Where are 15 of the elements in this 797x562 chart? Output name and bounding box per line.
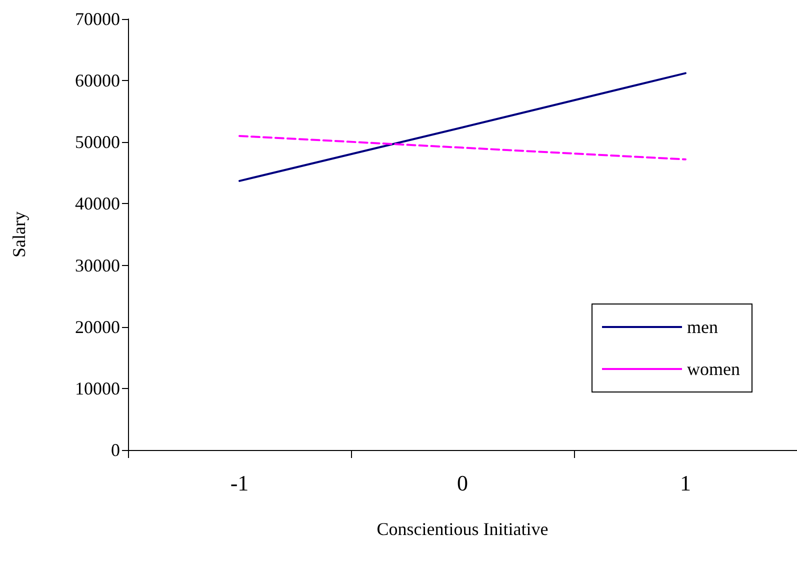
y-tick-label: 50000 [75,132,120,152]
legend-label: women [687,359,740,379]
y-tick-label: 70000 [75,9,120,29]
y-axis-title: Salary [9,212,29,258]
y-tick-label: 60000 [75,70,120,91]
x-tick-label: 1 [680,470,691,496]
x-axis-title: Conscientious Initiative [376,519,548,539]
y-tick-label: 0 [111,440,120,460]
x-tick-label: -1 [230,470,249,496]
y-tick-label: 30000 [75,255,120,276]
y-tick-label: 20000 [75,316,120,337]
y-tick-label: 10000 [75,378,120,398]
legend-label: men [687,317,718,337]
x-tick-label: 0 [457,470,468,496]
y-tick-label: 40000 [75,194,120,214]
